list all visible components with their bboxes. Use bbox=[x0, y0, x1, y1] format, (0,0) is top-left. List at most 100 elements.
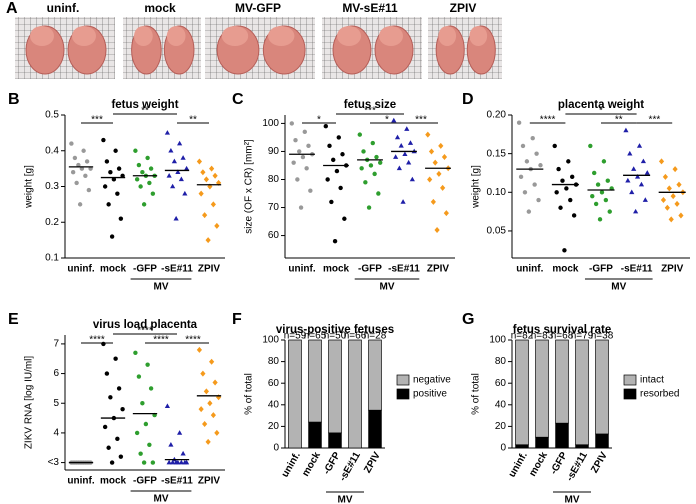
data-point bbox=[147, 442, 152, 447]
n-label: n=66 bbox=[344, 331, 367, 342]
data-point bbox=[603, 197, 609, 203]
data-point bbox=[205, 237, 211, 244]
embryo-head bbox=[337, 26, 361, 46]
chart-title: fetus survival rate bbox=[513, 324, 611, 336]
n-label: n=50 bbox=[324, 331, 347, 342]
data-point bbox=[518, 174, 524, 180]
data-point bbox=[605, 178, 610, 183]
data-point bbox=[530, 135, 535, 141]
data-point bbox=[522, 190, 528, 195]
y-tick-label: 60 bbox=[268, 378, 280, 389]
data-point bbox=[627, 150, 633, 156]
x-tick-label: -GFP bbox=[589, 264, 613, 275]
embryo-head bbox=[30, 26, 54, 46]
x-tick-label: uninf. bbox=[507, 450, 530, 479]
bar-segment bbox=[308, 339, 322, 423]
data-point bbox=[69, 141, 74, 146]
y-tick-label: 60 bbox=[268, 230, 280, 241]
data-point bbox=[74, 180, 79, 186]
x-tick-label: -GFP bbox=[133, 476, 157, 487]
data-point bbox=[196, 346, 202, 353]
bar-segment bbox=[368, 409, 382, 449]
photo-label: mock bbox=[144, 1, 176, 15]
significance-label: *** bbox=[649, 115, 661, 126]
data-point bbox=[140, 170, 145, 175]
panel-letter: A bbox=[6, 0, 18, 17]
chart-title: placenta weight bbox=[558, 99, 644, 111]
significance-label: **** bbox=[153, 335, 169, 346]
data-point bbox=[175, 169, 181, 174]
data-point bbox=[678, 212, 684, 219]
chart-title: virus load placenta bbox=[93, 319, 198, 331]
bar-segment bbox=[288, 339, 302, 449]
panel-letter: G bbox=[462, 311, 474, 328]
data-point bbox=[629, 189, 635, 195]
chart-title: fetus weight bbox=[111, 99, 178, 111]
data-point bbox=[642, 197, 648, 202]
data-point bbox=[340, 152, 345, 157]
data-point bbox=[72, 155, 78, 161]
data-point bbox=[672, 166, 678, 173]
data-point bbox=[376, 191, 381, 196]
data-point bbox=[76, 162, 81, 168]
bar-segment bbox=[515, 444, 529, 449]
data-point bbox=[209, 165, 215, 172]
data-point bbox=[113, 148, 118, 153]
data-point bbox=[147, 180, 152, 186]
data-point bbox=[398, 143, 404, 148]
data-point bbox=[200, 370, 206, 377]
x-tick-label: mock bbox=[323, 264, 350, 275]
data-point bbox=[366, 205, 372, 210]
data-point bbox=[198, 406, 204, 413]
subgroup-label: MV bbox=[380, 282, 395, 293]
panel-letter: E bbox=[8, 311, 19, 328]
data-point bbox=[104, 371, 110, 376]
data-point bbox=[394, 134, 401, 140]
legend-label: resorbed bbox=[640, 389, 679, 400]
data-point bbox=[631, 166, 637, 171]
y-tick-label: 100 bbox=[489, 335, 506, 346]
data-point bbox=[432, 159, 438, 166]
significance-label: **** bbox=[185, 335, 201, 346]
data-point bbox=[569, 174, 575, 180]
bar-segment bbox=[535, 339, 549, 438]
data-point bbox=[676, 181, 682, 188]
data-point bbox=[558, 205, 563, 210]
data-point bbox=[308, 188, 313, 193]
data-point bbox=[440, 184, 446, 191]
data-point bbox=[640, 158, 646, 164]
data-point bbox=[295, 177, 300, 182]
data-point bbox=[134, 177, 140, 182]
bar-segment bbox=[555, 339, 569, 424]
bar-segment bbox=[575, 339, 589, 446]
panel-letter: C bbox=[232, 91, 244, 108]
x-tick-label: uninf. bbox=[516, 264, 543, 275]
legend-label: negative bbox=[413, 375, 451, 386]
y-tick-label: 0 bbox=[500, 443, 506, 454]
x-tick-label: -sE#11 bbox=[621, 264, 653, 275]
data-point bbox=[138, 451, 143, 456]
significance-label: * bbox=[599, 106, 603, 117]
data-point bbox=[182, 190, 188, 196]
legend-swatch bbox=[623, 388, 637, 400]
y-tick-label: 0.1 bbox=[45, 253, 59, 264]
x-tick-label: ZPIV bbox=[362, 450, 383, 475]
y-tick-label: 80 bbox=[268, 356, 280, 367]
significance-label: ** bbox=[615, 115, 623, 126]
data-point bbox=[88, 166, 93, 171]
y-tick-label: 70 bbox=[268, 202, 280, 213]
significance-label: ** bbox=[189, 115, 197, 126]
data-point bbox=[571, 213, 577, 218]
data-point bbox=[102, 424, 108, 430]
y-tick-label: 80 bbox=[268, 174, 280, 185]
y-axis-label: weight [g] bbox=[471, 165, 482, 209]
data-point bbox=[164, 130, 170, 135]
data-point bbox=[524, 159, 530, 164]
data-point bbox=[205, 438, 211, 445]
legend-label: positive bbox=[413, 389, 447, 400]
panel-letter: D bbox=[462, 91, 474, 108]
panel-letter: B bbox=[8, 91, 20, 108]
x-tick-label: uninf. bbox=[67, 264, 94, 275]
data-point bbox=[430, 198, 436, 205]
y-axis-label: % of total bbox=[471, 373, 482, 415]
